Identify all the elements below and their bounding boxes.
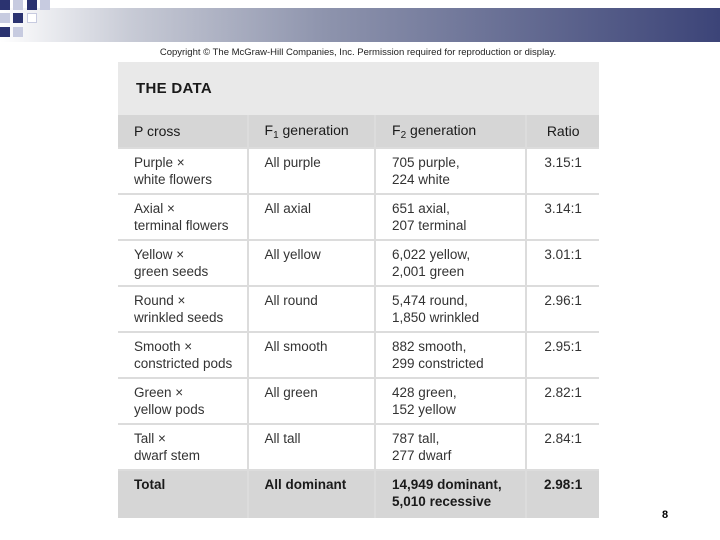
cell-f2: 5,474 round, 1,850 wrinkled — [374, 285, 527, 332]
cell-f1: All smooth — [246, 331, 376, 378]
cell-ratio: 2.82:1 — [525, 377, 599, 424]
cell-p-cross: Tall × dwarf stem — [118, 423, 248, 470]
cell-ratio: 3.14:1 — [525, 193, 599, 240]
cross-line-2: green seeds — [134, 264, 209, 279]
f2-line-2: 207 terminal — [392, 218, 467, 233]
cross-line-1: Yellow × — [134, 247, 185, 262]
f2-line-1: 651 axial, — [392, 201, 450, 216]
total-f2-line-1: 14,949 dominant, — [392, 477, 502, 492]
f2-line-1: 882 smooth, — [392, 339, 467, 354]
decoration-square — [40, 0, 50, 10]
header-f1-generation: F1 generation — [246, 115, 376, 148]
cell-ratio: 3.01:1 — [525, 239, 599, 286]
cell-p-cross: Green × yellow pods — [118, 377, 248, 424]
cell-f1: All purple — [246, 147, 376, 194]
cell-f2: 651 axial, 207 terminal — [374, 193, 527, 240]
cross-line-1: Round × — [134, 293, 186, 308]
decoration-square — [0, 13, 10, 23]
decoration-square — [0, 27, 10, 37]
header-f2-generation: F2 generation — [374, 115, 527, 148]
cell-f2: 787 tall, 277 dwarf — [374, 423, 527, 470]
header-ratio: Ratio — [525, 115, 599, 148]
cell-f1: All round — [246, 285, 376, 332]
data-panel: THE DATA P cross F1 generation F2 genera… — [118, 62, 599, 518]
cell-f1: All axial — [246, 193, 376, 240]
cross-line-1: Tall × — [134, 431, 166, 446]
total-f2-line-2: 5,010 recessive — [392, 494, 492, 509]
header-p-cross: P cross — [118, 115, 248, 148]
f2-line-1: 787 tall, — [392, 431, 440, 446]
table-row: Yellow × green seeds All yellow 6,022 yel… — [118, 239, 599, 286]
total-label: Total — [118, 469, 248, 518]
f2-line-2: 1,850 wrinkled — [392, 310, 480, 325]
cross-line-2: dwarf stem — [134, 448, 201, 463]
header-f1-suffix: generation — [278, 121, 349, 138]
decoration-square — [13, 0, 23, 10]
cell-p-cross: Round × wrinkled seeds — [118, 285, 248, 332]
f2-line-2: 299 constricted — [392, 356, 484, 371]
decoration-gradient-bar — [0, 8, 720, 42]
table-row: Tall × dwarf stem All tall 787 tall, 277 d… — [118, 423, 599, 470]
cross-line-2: wrinkled seeds — [134, 310, 224, 325]
cell-f2: 705 purple, 224 white — [374, 147, 527, 194]
f2-line-2: 2,001 green — [392, 264, 465, 279]
cell-f1: All tall — [246, 423, 376, 470]
f2-line-2: 224 white — [392, 172, 450, 187]
f2-line-1: 428 green, — [392, 385, 457, 400]
cell-ratio: 2.96:1 — [525, 285, 599, 332]
f2-line-1: 5,474 round, — [392, 293, 468, 308]
total-row: Total All dominant 14,949 dominant, 5,010… — [118, 469, 599, 518]
f2-line-2: 277 dwarf — [392, 448, 452, 463]
table-row: Purple × white flowers All purple 705 pur… — [118, 147, 599, 194]
cell-f2: 6,022 yellow, 2,001 green — [374, 239, 527, 286]
decoration-square — [13, 13, 23, 23]
cell-p-cross: Purple × white flowers — [118, 147, 248, 194]
table-row: Axial × terminal flowers All axial 651 ax… — [118, 193, 599, 240]
cell-ratio: 3.15:1 — [525, 147, 599, 194]
slide-decoration — [0, 0, 720, 42]
table-row: Round × wrinkled seeds All round 5,474 ro… — [118, 285, 599, 332]
header-f2-suffix: generation — [406, 121, 477, 138]
cell-p-cross: Axial × terminal flowers — [118, 193, 248, 240]
cell-ratio: 2.84:1 — [525, 423, 599, 470]
cross-line-2: white flowers — [134, 172, 213, 187]
data-table: P cross F1 generation F2 generation Rati… — [118, 115, 599, 518]
decoration-square — [0, 0, 10, 10]
total-f1: All dominant — [246, 469, 376, 518]
copyright-notice: Copyright © The McGraw-Hill Companies, I… — [159, 47, 557, 58]
cell-p-cross: Smooth × constricted pods — [118, 331, 248, 378]
cross-line-2: yellow pods — [134, 402, 205, 417]
decoration-square — [13, 27, 23, 37]
cell-f1: All yellow — [246, 239, 376, 286]
cell-f2: 428 green, 152 yellow — [374, 377, 527, 424]
cell-p-cross: Yellow × green seeds — [118, 239, 248, 286]
cell-ratio: 2.95:1 — [525, 331, 599, 378]
f2-line-1: 6,022 yellow, — [392, 247, 471, 262]
total-f2: 14,949 dominant, 5,010 recessive — [374, 469, 527, 518]
cross-line-1: Purple × — [134, 155, 185, 170]
cross-line-2: terminal flowers — [134, 218, 229, 233]
total-ratio: 2.98:1 — [525, 469, 599, 518]
page-number: 8 — [662, 509, 669, 521]
cell-f2: 882 smooth, 299 constricted — [374, 331, 527, 378]
f2-line-1: 705 purple, — [392, 155, 460, 170]
header-f2-subscript: 2 — [400, 129, 407, 141]
cell-f1: All green — [246, 377, 376, 424]
header-row: P cross F1 generation F2 generation Rati… — [118, 115, 599, 148]
f2-line-2: 152 yellow — [392, 402, 456, 417]
table-row: Smooth × constricted pods All smooth 882 … — [118, 331, 599, 378]
table-row: Green × yellow pods All green 428 green, 1… — [118, 377, 599, 424]
cross-line-1: Green × — [134, 385, 184, 400]
decoration-square — [27, 0, 37, 10]
decoration-square — [27, 13, 37, 23]
header-f1-prefix: F — [264, 121, 274, 138]
cross-line-2: constricted pods — [134, 356, 233, 371]
header-f2-prefix: F — [392, 121, 401, 138]
cross-line-1: Axial × — [134, 201, 175, 216]
header-f1-subscript: 1 — [273, 129, 279, 141]
cross-line-1: Smooth × — [134, 339, 193, 354]
table-title: THE DATA — [136, 80, 213, 97]
